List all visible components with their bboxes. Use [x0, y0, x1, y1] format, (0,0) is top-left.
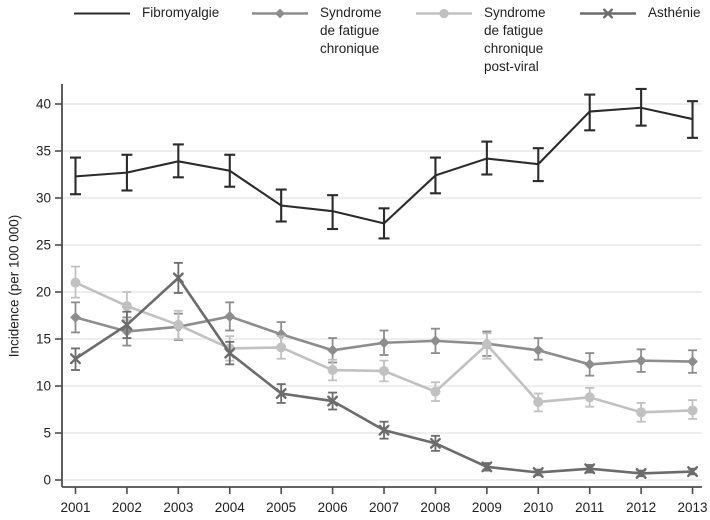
circle-line-swatch-icon: [416, 8, 472, 19]
circle-marker: [121, 301, 132, 312]
circle-marker: [636, 407, 647, 418]
legend-item-asthenie: Asthénie: [580, 4, 701, 22]
diamond-marker: [532, 344, 544, 356]
y-tick-label: 5: [43, 426, 51, 441]
y-tick-label: 20: [36, 285, 51, 300]
x-marker: [172, 272, 184, 284]
diamond-marker: [224, 311, 236, 322]
y-tick-label: 15: [36, 332, 51, 347]
x-tick-label: 2008: [420, 500, 450, 515]
x-marker: [327, 395, 339, 407]
legend-label-fibromyalgie: Fibromyalgie: [142, 5, 220, 20]
fibromyalgie-line-swatch-icon: [74, 12, 130, 15]
legend-label-asthenie: Asthénie: [648, 5, 701, 20]
diamond-marker: [378, 337, 390, 349]
y-tick-label: 25: [36, 238, 51, 253]
legend-label-syndrome-fatigue-chronique-post-viral: Syndrome de fatigue chronique post-viral: [484, 5, 546, 74]
x-tick-label: 2011: [575, 500, 604, 515]
x-marker: [687, 466, 699, 478]
x-tick-label: 2010: [523, 500, 553, 515]
y-tick-label: 40: [36, 97, 51, 112]
diamond-marker: [430, 335, 441, 347]
x-tick-label: 2005: [266, 500, 296, 515]
x-marker: [584, 463, 596, 475]
x-tick-label: 2001: [60, 500, 90, 515]
series-asth-nie: [69, 261, 699, 479]
x-tick-label: 2012: [626, 500, 656, 515]
circle-marker: [173, 319, 184, 330]
diamond-line-swatch-icon: [252, 8, 308, 19]
x-marker: [532, 466, 544, 478]
circle-marker: [430, 386, 441, 397]
circle-marker: [584, 392, 595, 403]
legend-item-syndrome-fatigue-chronique: Syndrome de fatigue chronique: [252, 4, 392, 58]
x-marker: [635, 467, 647, 479]
x-tick-label: 2013: [678, 500, 708, 515]
circle-marker: [70, 277, 81, 288]
x-marker: [224, 347, 236, 359]
diamond-marker: [687, 356, 698, 367]
circle-marker: [276, 342, 287, 353]
legend-label-syndrome-fatigue-chronique: Syndrome de fatigue chronique: [320, 5, 382, 56]
circle-marker: [687, 405, 698, 416]
y-tick-label: 30: [36, 191, 51, 206]
diamond-marker: [275, 328, 287, 340]
x-marker: [275, 388, 287, 400]
x-marker: [69, 353, 82, 365]
series-fibromyalgie: [70, 87, 699, 240]
legend-item-syndrome-fatigue-chronique-post-viral: Syndrome de fatigue chronique post-viral: [416, 4, 556, 76]
x-tick-label: 2006: [318, 500, 348, 515]
circle-marker: [327, 365, 338, 376]
diamond-marker: [327, 344, 338, 356]
y-tick-label: 35: [36, 144, 51, 159]
series-syndrome-de-fatigue-chronique-post-viral: [70, 265, 698, 423]
x-tick-label: 2007: [369, 500, 399, 515]
diamond-marker: [584, 358, 596, 370]
diamond-marker: [635, 355, 647, 367]
series-line: [75, 106, 693, 225]
circle-marker: [379, 365, 390, 376]
x-tick-label: 2003: [163, 500, 193, 515]
x-marker: [481, 461, 493, 473]
y-tick-label: 0: [43, 473, 51, 488]
x-line-swatch-icon: [580, 8, 636, 19]
x-tick-label: 2009: [472, 500, 502, 515]
x-marker: [121, 319, 133, 331]
y-tick-label: 10: [36, 379, 51, 394]
circle-marker: [533, 396, 544, 407]
legend-item-fibromyalgie: Fibromyalgie: [74, 4, 219, 22]
circle-marker: [481, 339, 492, 350]
x-tick-label: 2004: [215, 500, 246, 515]
x-marker: [378, 424, 390, 436]
x-marker: [429, 437, 441, 449]
x-tick-label: 2002: [112, 500, 142, 515]
legend: Fibromyalgie Syndrome de fatigue chroniq…: [0, 4, 710, 88]
diamond-marker: [70, 311, 81, 323]
